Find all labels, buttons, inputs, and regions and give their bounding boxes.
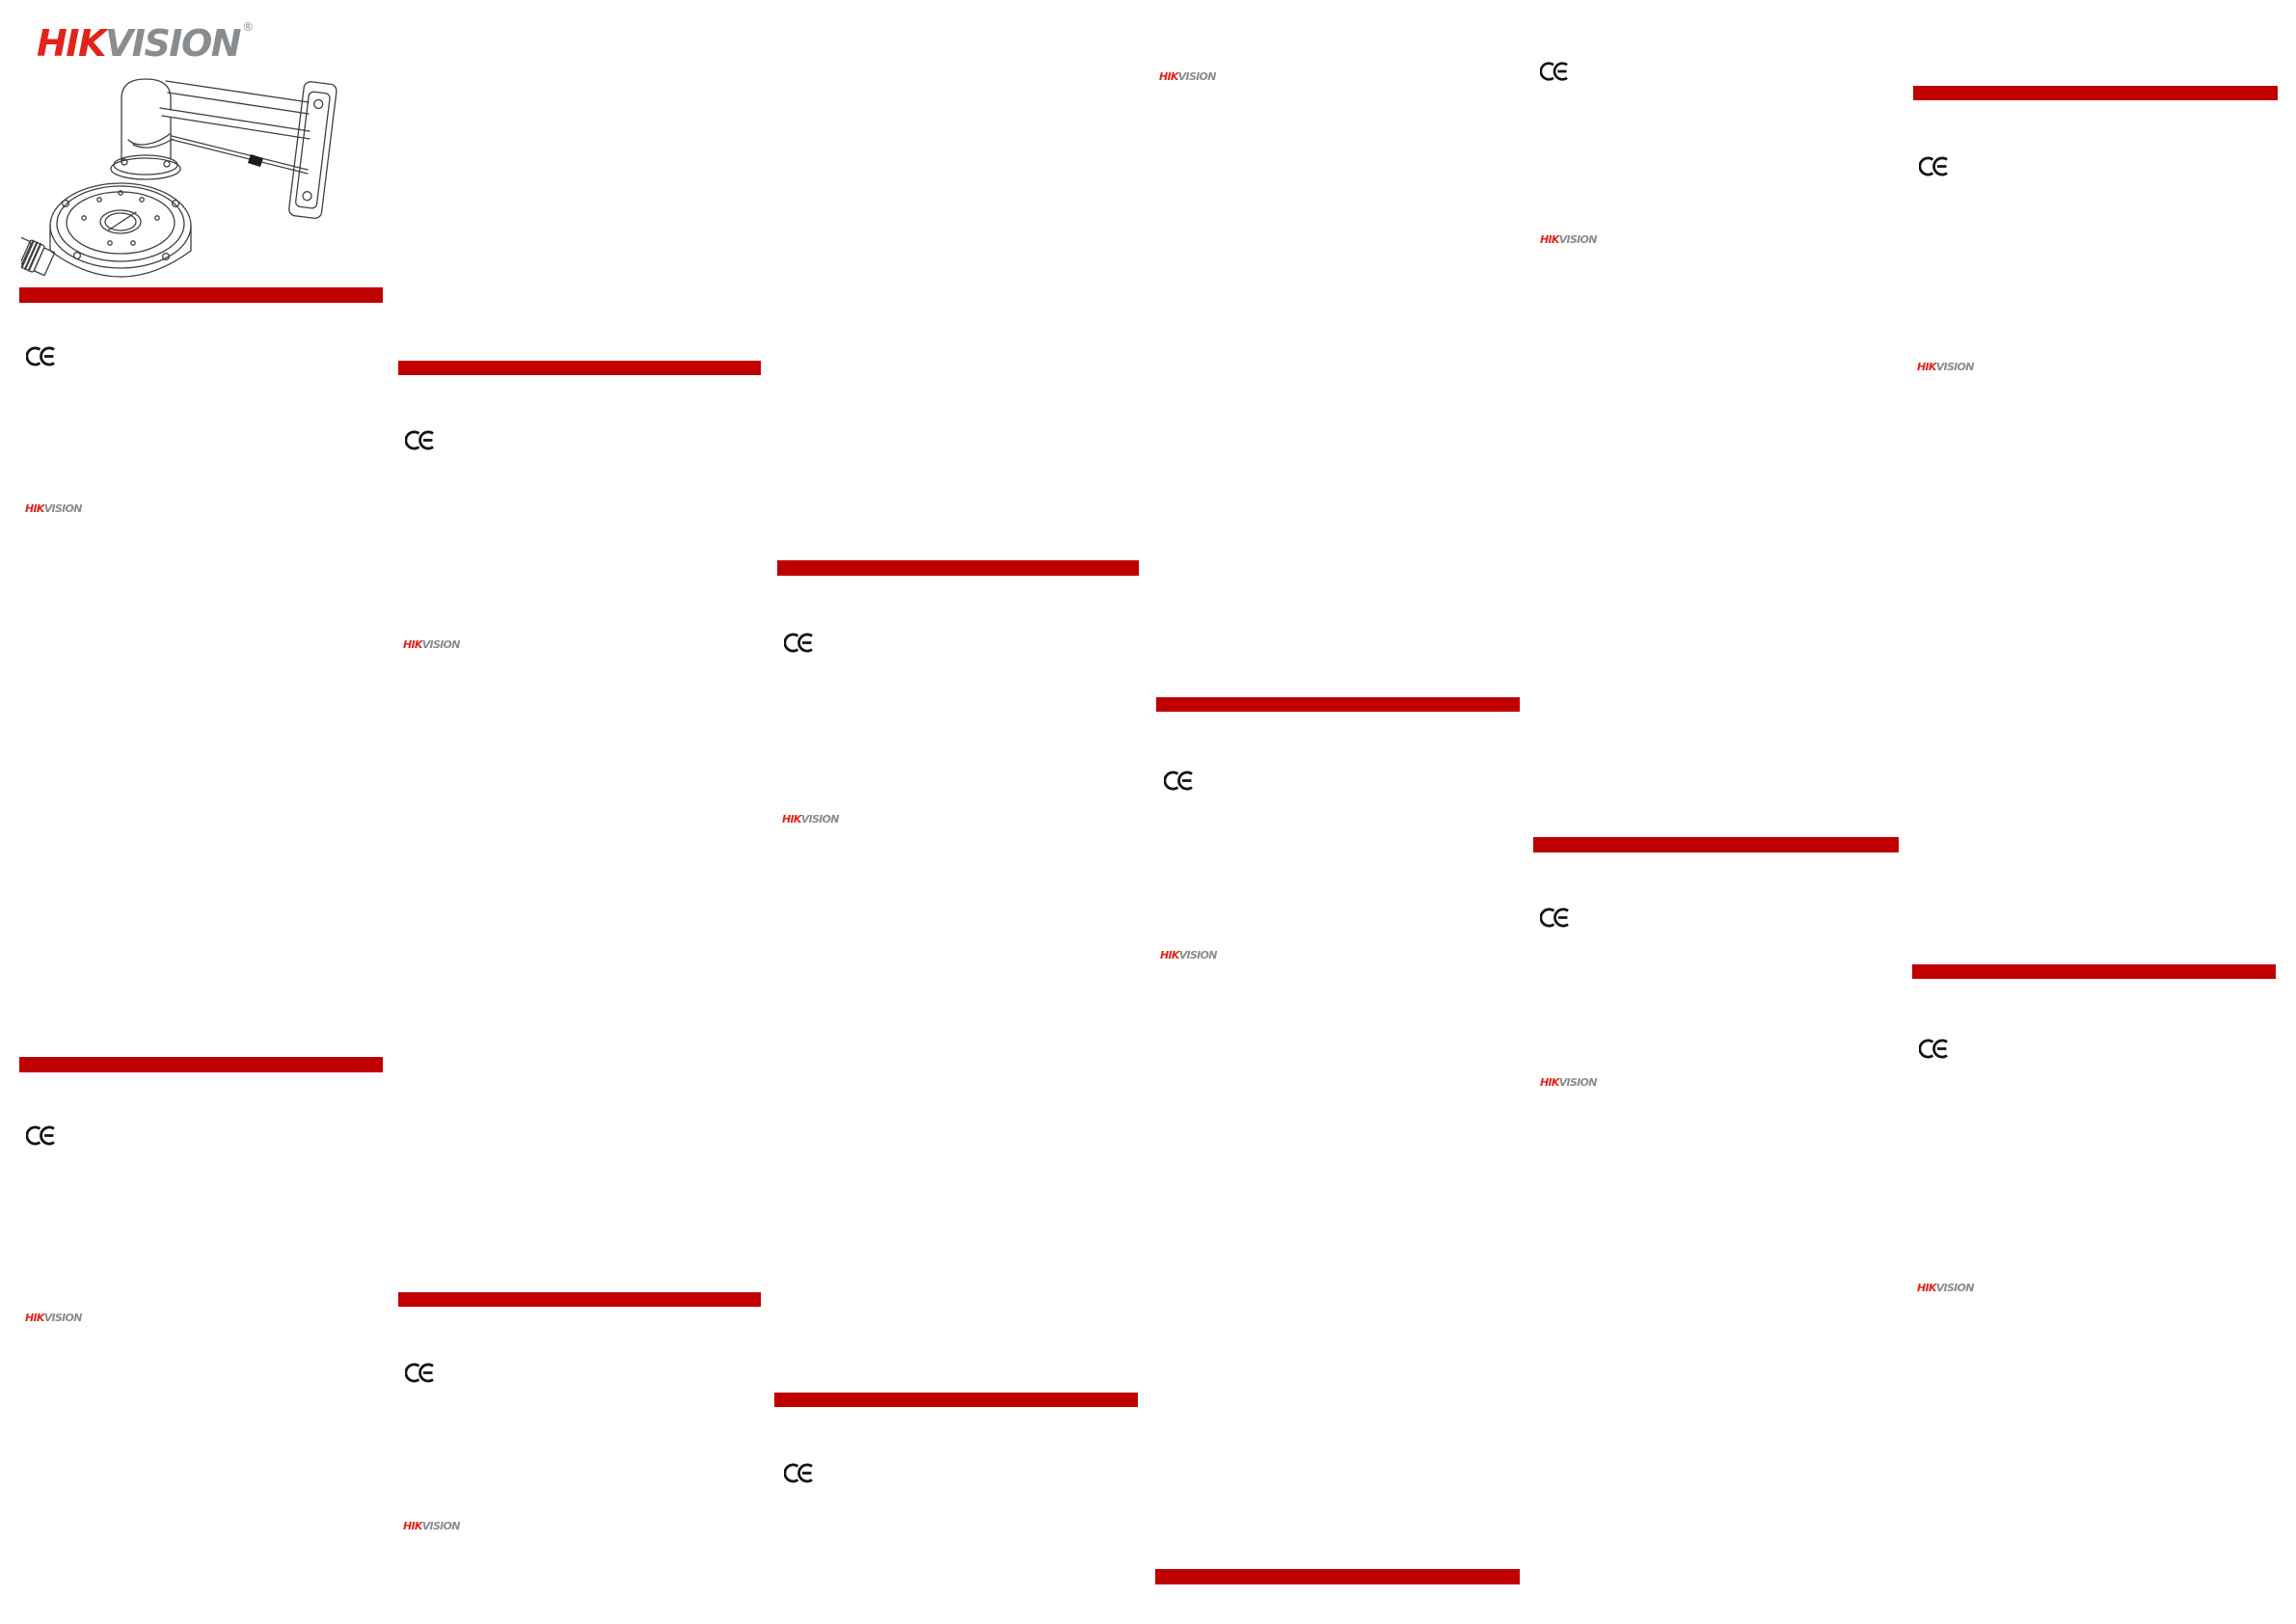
hikvision-logo-small: HIK VISION — [1540, 233, 1598, 246]
logo-vision-text: VISION — [43, 502, 83, 515]
ce-mark-icon — [26, 344, 56, 368]
hikvision-logo-small: HIK VISION — [1540, 1076, 1598, 1090]
logo-hik-text: HIK — [1540, 233, 1559, 246]
logo-hik-text: HIK — [782, 813, 801, 826]
ce-mark-icon — [1164, 769, 1194, 793]
logo-hik-text: HIK — [1917, 1282, 1936, 1294]
red-title-bar — [398, 361, 761, 375]
hikvision-logo-small: HIK VISION — [1917, 1282, 1975, 1295]
logo-vision-text: VISION — [104, 22, 242, 65]
ce-mark-icon — [405, 1361, 435, 1385]
logo-vision-text: VISION — [1935, 1282, 1975, 1294]
red-title-bar — [1912, 964, 2276, 979]
hikvision-logo-small: HIK VISION — [403, 638, 461, 652]
hikvision-logo-small: HIK VISION — [25, 502, 83, 516]
ce-mark-icon — [1540, 906, 1570, 930]
hikvision-logo-small: HIK VISION — [1159, 71, 1217, 83]
logo-hik-text: HIK — [403, 1520, 422, 1532]
red-title-bar — [774, 1393, 1138, 1407]
wall-plate — [288, 81, 338, 219]
hikvision-logo-small: HIK VISION — [1917, 361, 1975, 374]
logo-hik-text: HIK — [403, 638, 422, 651]
logo-vision-text: VISION — [43, 1312, 83, 1324]
cable-gland — [21, 236, 56, 277]
red-title-bar — [1155, 1569, 1520, 1584]
red-title-bar — [777, 560, 1139, 576]
product-line-drawing — [21, 73, 344, 293]
logo-hik-text: HIK — [25, 1312, 44, 1324]
red-title-bar — [1156, 697, 1520, 712]
logo-vision-text: VISION — [800, 813, 840, 826]
logo-hik-text: HIK — [37, 22, 106, 65]
hikvision-logo-small: HIK VISION — [25, 1312, 83, 1325]
logo-hik-text: HIK — [1160, 949, 1179, 961]
ce-mark-icon — [784, 631, 814, 655]
logo-vision-text: VISION — [421, 1520, 461, 1532]
logo-hik-text: HIK — [1159, 70, 1178, 83]
logo-hik-text: HIK — [25, 502, 44, 515]
red-title-bar — [19, 287, 383, 303]
red-title-bar — [1533, 837, 1899, 853]
logo-vision-text: VISION — [1935, 361, 1975, 373]
ce-mark-icon — [1919, 1037, 1949, 1061]
ce-mark-icon — [1919, 154, 1949, 178]
registered-trademark-icon: ® — [242, 20, 255, 34]
hikvision-logo-large: HIK VISION ® — [37, 21, 280, 66]
logo-vision-text: VISION — [1178, 949, 1218, 961]
hikvision-logo-small: HIK VISION — [782, 813, 840, 826]
ce-mark-icon — [1540, 60, 1569, 83]
hikvision-logo-small: HIK VISION — [403, 1520, 461, 1533]
ce-mark-icon — [26, 1123, 56, 1148]
red-title-bar — [19, 1057, 383, 1072]
hikvision-logo-small: HIK VISION — [1160, 949, 1218, 962]
logo-hik-text: HIK — [1917, 361, 1936, 373]
logo-vision-text: VISION — [1177, 70, 1217, 83]
red-title-bar — [398, 1292, 761, 1307]
logo-vision-text: VISION — [1558, 233, 1598, 246]
logo-vision-text: VISION — [1558, 1076, 1598, 1089]
logo-hik-text: HIK — [1540, 1076, 1559, 1089]
logo-vision-text: VISION — [421, 638, 461, 651]
ce-mark-icon — [405, 428, 435, 452]
red-title-bar — [1913, 86, 2278, 100]
ce-mark-icon — [784, 1461, 814, 1485]
